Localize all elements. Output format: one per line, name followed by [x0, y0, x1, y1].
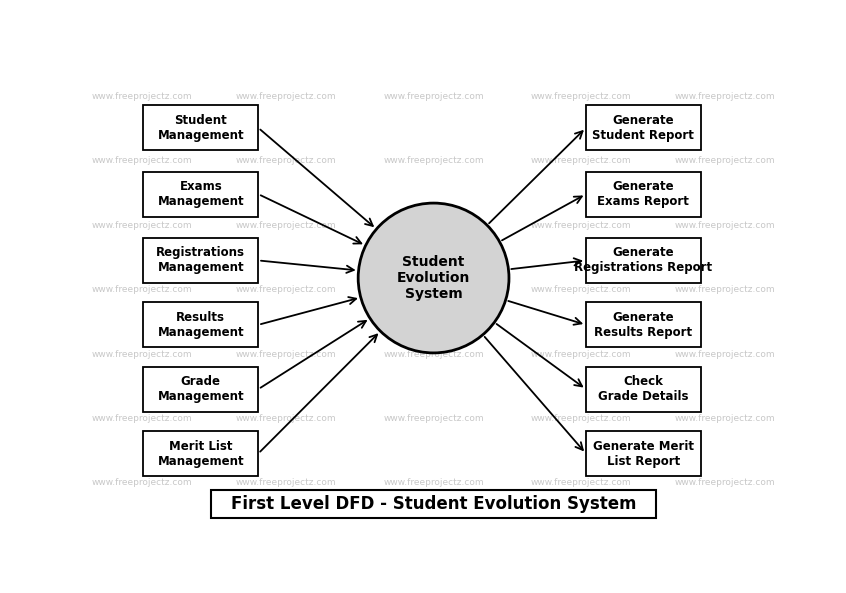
FancyBboxPatch shape [144, 171, 258, 216]
Text: Results
Management: Results Management [157, 311, 244, 339]
Text: www.freeprojectz.com: www.freeprojectz.com [383, 350, 484, 359]
Text: www.freeprojectz.com: www.freeprojectz.com [91, 479, 192, 487]
Text: www.freeprojectz.com: www.freeprojectz.com [236, 350, 337, 359]
FancyBboxPatch shape [211, 490, 656, 518]
Text: www.freeprojectz.com: www.freeprojectz.com [91, 285, 192, 294]
Text: Merit List
Management: Merit List Management [157, 439, 244, 468]
FancyBboxPatch shape [144, 302, 258, 347]
Text: www.freeprojectz.com: www.freeprojectz.com [383, 92, 484, 101]
Text: www.freeprojectz.com: www.freeprojectz.com [675, 92, 776, 101]
FancyBboxPatch shape [586, 106, 700, 150]
FancyBboxPatch shape [586, 238, 700, 283]
FancyBboxPatch shape [144, 431, 258, 476]
FancyBboxPatch shape [586, 431, 700, 476]
Text: www.freeprojectz.com: www.freeprojectz.com [383, 414, 484, 423]
Text: www.freeprojectz.com: www.freeprojectz.com [675, 157, 776, 165]
Text: www.freeprojectz.com: www.freeprojectz.com [530, 285, 631, 294]
Text: www.freeprojectz.com: www.freeprojectz.com [236, 92, 337, 101]
Text: Student
Evolution
System: Student Evolution System [397, 255, 470, 301]
FancyBboxPatch shape [586, 302, 700, 347]
Text: First Level DFD - Student Evolution System: First Level DFD - Student Evolution Syst… [231, 495, 636, 513]
Text: www.freeprojectz.com: www.freeprojectz.com [383, 479, 484, 487]
Text: www.freeprojectz.com: www.freeprojectz.com [383, 285, 484, 294]
FancyBboxPatch shape [586, 367, 700, 412]
Text: Generate Merit
List Report: Generate Merit List Report [593, 439, 694, 468]
Text: www.freeprojectz.com: www.freeprojectz.com [91, 414, 192, 423]
Text: Grade
Management: Grade Management [157, 375, 244, 403]
Text: www.freeprojectz.com: www.freeprojectz.com [530, 221, 631, 230]
Text: www.freeprojectz.com: www.freeprojectz.com [91, 92, 192, 101]
Ellipse shape [358, 203, 509, 353]
FancyBboxPatch shape [144, 238, 258, 283]
Text: www.freeprojectz.com: www.freeprojectz.com [530, 414, 631, 423]
FancyBboxPatch shape [144, 106, 258, 150]
Text: Generate
Exams Report: Generate Exams Report [597, 180, 689, 208]
Text: www.freeprojectz.com: www.freeprojectz.com [236, 157, 337, 165]
FancyBboxPatch shape [144, 367, 258, 412]
Text: www.freeprojectz.com: www.freeprojectz.com [675, 414, 776, 423]
Text: www.freeprojectz.com: www.freeprojectz.com [675, 479, 776, 487]
Text: www.freeprojectz.com: www.freeprojectz.com [530, 479, 631, 487]
Text: www.freeprojectz.com: www.freeprojectz.com [530, 350, 631, 359]
Text: www.freeprojectz.com: www.freeprojectz.com [383, 221, 484, 230]
Text: www.freeprojectz.com: www.freeprojectz.com [91, 221, 192, 230]
Text: www.freeprojectz.com: www.freeprojectz.com [530, 92, 631, 101]
Text: www.freeprojectz.com: www.freeprojectz.com [675, 350, 776, 359]
Text: Student
Management: Student Management [157, 114, 244, 142]
Text: www.freeprojectz.com: www.freeprojectz.com [91, 350, 192, 359]
Text: www.freeprojectz.com: www.freeprojectz.com [236, 221, 337, 230]
Text: Registrations
Management: Registrations Management [157, 247, 245, 275]
Text: www.freeprojectz.com: www.freeprojectz.com [91, 157, 192, 165]
Text: Generate
Registrations Report: Generate Registrations Report [574, 247, 712, 275]
Text: www.freeprojectz.com: www.freeprojectz.com [383, 157, 484, 165]
Text: Generate
Results Report: Generate Results Report [595, 311, 692, 339]
Text: www.freeprojectz.com: www.freeprojectz.com [236, 479, 337, 487]
Text: www.freeprojectz.com: www.freeprojectz.com [675, 221, 776, 230]
Text: www.freeprojectz.com: www.freeprojectz.com [236, 285, 337, 294]
Text: Exams
Management: Exams Management [157, 180, 244, 208]
Text: www.freeprojectz.com: www.freeprojectz.com [675, 285, 776, 294]
Text: Generate
Student Report: Generate Student Report [592, 114, 695, 142]
Text: www.freeprojectz.com: www.freeprojectz.com [530, 157, 631, 165]
Text: www.freeprojectz.com: www.freeprojectz.com [236, 414, 337, 423]
Text: Check
Grade Details: Check Grade Details [598, 375, 689, 403]
FancyBboxPatch shape [586, 171, 700, 216]
